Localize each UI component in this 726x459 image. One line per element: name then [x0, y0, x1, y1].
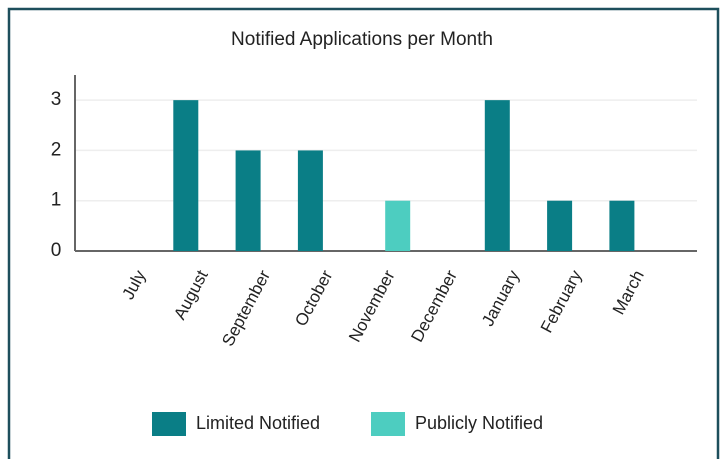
y-tick-label: 2 — [51, 139, 62, 160]
bar — [235, 150, 261, 251]
legend-swatch — [371, 412, 405, 436]
bar — [385, 200, 411, 251]
bar — [297, 150, 323, 251]
x-tick-label: February — [537, 267, 586, 336]
y-tick-label: 3 — [51, 89, 62, 110]
x-tick-label: September — [218, 267, 274, 350]
bar — [484, 100, 510, 252]
x-tick-label: December — [407, 267, 461, 345]
bar — [547, 200, 573, 251]
legend-swatch — [152, 412, 186, 436]
x-tick-label: November — [345, 267, 399, 345]
y-tick-label: 1 — [51, 190, 62, 211]
x-tick-label: October — [291, 267, 336, 330]
bar — [609, 200, 635, 251]
legend-label: Publicly Notified — [415, 413, 543, 433]
x-tick-label: July — [119, 267, 150, 303]
x-tick-label: August — [170, 267, 212, 323]
x-tick-label: March — [609, 267, 648, 318]
frame — [7, 7, 720, 459]
chart-title: Notified Applications per Month — [231, 29, 493, 50]
y-tick-label: 0 — [51, 240, 62, 261]
x-tick-label: January — [478, 267, 523, 330]
legend-label: Limited Notified — [196, 413, 320, 433]
bar — [173, 100, 199, 252]
